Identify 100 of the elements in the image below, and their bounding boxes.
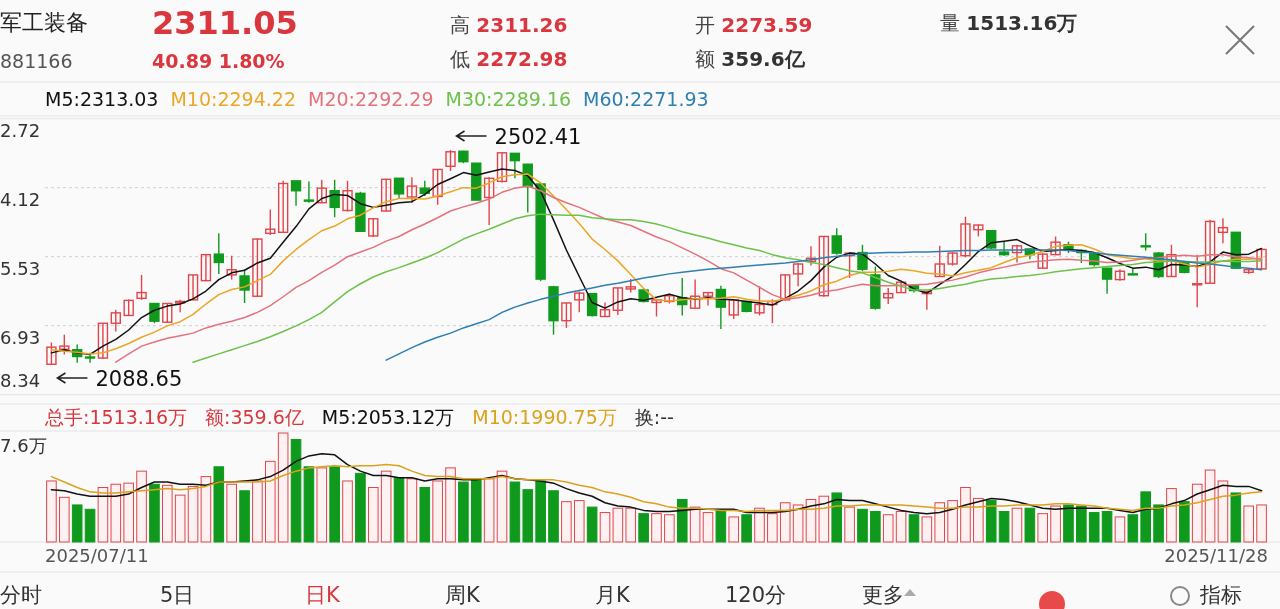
bar — [882, 514, 894, 543]
bar — [973, 497, 984, 543]
bar — [393, 477, 405, 543]
bar — [1037, 513, 1049, 543]
bar — [599, 512, 611, 543]
candlestick — [702, 291, 714, 307]
bar — [1179, 501, 1190, 543]
candlestick — [574, 290, 585, 314]
bar — [445, 467, 456, 543]
bar — [689, 506, 701, 543]
text: 4.12 — [0, 188, 41, 210]
bar — [638, 513, 649, 543]
text: 低 2272.98 — [450, 47, 568, 71]
candlestick — [986, 230, 997, 250]
bar — [921, 516, 933, 543]
candlestick — [844, 251, 855, 279]
text: 高 2311.26 — [450, 13, 568, 37]
candlestick — [754, 285, 765, 317]
candlestick — [187, 274, 199, 301]
bar — [741, 514, 752, 543]
candlestick — [406, 176, 418, 204]
bar — [1153, 504, 1164, 543]
text: 量 1513.16万 — [940, 11, 1078, 35]
bar — [252, 480, 263, 543]
bar — [46, 480, 57, 543]
candlestick — [921, 289, 933, 311]
bar — [1256, 504, 1267, 543]
bar — [355, 472, 366, 543]
bar — [496, 470, 508, 543]
candlestick — [509, 152, 521, 179]
bar — [458, 481, 469, 543]
bar — [367, 487, 379, 543]
text: M60:2271.93 — [583, 88, 709, 110]
text: M10:1990.75万 — [472, 406, 617, 428]
candlestick — [252, 237, 263, 298]
bar — [71, 504, 83, 543]
candlestick — [483, 176, 495, 226]
bar — [728, 516, 740, 543]
text: 总手:1513.16万 — [44, 406, 187, 428]
bar — [702, 512, 714, 543]
bar — [548, 490, 559, 543]
candlestick — [277, 180, 289, 234]
bar — [123, 482, 134, 543]
bar — [226, 483, 237, 543]
bar — [947, 500, 958, 543]
candlestick — [46, 341, 57, 366]
text: M20:2292.29 — [308, 88, 434, 110]
text: 分时 — [0, 583, 42, 607]
bar — [290, 439, 302, 543]
candlestick — [496, 152, 508, 184]
text: 120分 — [725, 583, 787, 607]
candlestick — [599, 301, 611, 318]
candlestick — [960, 216, 971, 258]
bar — [1243, 505, 1254, 543]
text: 额:359.6亿 — [204, 406, 304, 428]
candlestick — [110, 309, 122, 333]
bar — [162, 484, 173, 543]
candlestick — [1114, 268, 1126, 282]
bar — [342, 480, 353, 543]
candlestick — [97, 322, 109, 360]
bar — [998, 510, 1010, 543]
text: M30:2289.16 — [445, 88, 572, 110]
bar — [174, 494, 186, 543]
chart-title: 军工装备 — [0, 10, 88, 35]
bar — [483, 478, 495, 543]
candlestick — [290, 180, 302, 207]
bar — [818, 495, 830, 543]
candlestick — [1101, 266, 1113, 295]
bar — [432, 480, 443, 543]
bar — [612, 507, 624, 543]
annotation: 7.6万 — [0, 435, 47, 456]
bar — [59, 496, 70, 543]
candlestick — [612, 287, 624, 316]
text: M5:2313.03 — [45, 88, 159, 110]
text: 40.89 1.80% — [152, 50, 285, 72]
bar — [934, 502, 946, 543]
candlestick — [342, 180, 353, 213]
text: 6.93 — [0, 326, 41, 348]
bar — [1063, 504, 1074, 543]
text: 周K — [445, 583, 481, 607]
bar — [1050, 505, 1061, 543]
text: 换:-- — [634, 406, 674, 428]
bar — [200, 476, 212, 543]
bar — [84, 508, 96, 543]
text: 2025/11/28 — [1164, 545, 1268, 566]
candlestick — [239, 269, 250, 304]
candlestick — [59, 333, 70, 356]
bar — [419, 487, 431, 543]
text: 2502.41 — [494, 125, 582, 149]
bar — [239, 490, 250, 543]
text: 5.53 — [0, 257, 41, 279]
candlestick — [728, 298, 739, 320]
text: 8.34 — [0, 369, 41, 391]
bar — [561, 501, 572, 543]
bar — [844, 506, 855, 543]
bar — [857, 508, 868, 543]
bar — [149, 483, 160, 543]
bar — [908, 514, 920, 543]
candlestick — [818, 235, 830, 298]
chart-subtitle: 881166 — [0, 50, 73, 72]
